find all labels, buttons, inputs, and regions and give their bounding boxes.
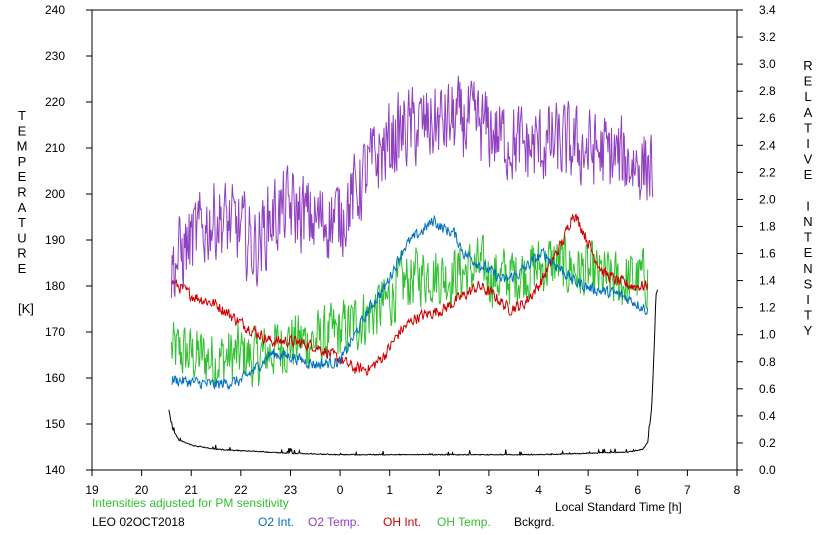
- left-axis-letter: E: [18, 261, 27, 276]
- right-tick-label: 2.0: [759, 192, 776, 206]
- x-tick-label: 19: [85, 483, 99, 497]
- x-axis-label: Local Standard Time [h]: [555, 500, 682, 514]
- series-line-bckgrd: [168, 289, 659, 457]
- x-tick-label: 22: [234, 483, 248, 497]
- left-axis-letter: P: [18, 154, 27, 169]
- series-line-o2-temp: [170, 75, 654, 298]
- left-axis-unit: [K]: [18, 301, 34, 316]
- left-axis-letter: U: [17, 230, 26, 245]
- x-axis: 19 20 21 22 23 0 1 2 3 4 5 6 7 8: [85, 470, 741, 497]
- right-axis-letter: T: [804, 308, 812, 323]
- legend-entry: OH Temp.: [437, 515, 491, 529]
- right-tick-label: 0.8: [759, 355, 776, 369]
- left-tick-label: 170: [45, 325, 65, 339]
- right-tick-label: 2.2: [759, 165, 776, 179]
- left-tick-label: 150: [45, 417, 65, 431]
- right-axis-letter: L: [804, 89, 811, 104]
- right-axis-letter: E: [804, 167, 813, 182]
- left-tick-label: 200: [45, 187, 65, 201]
- left-tick-label: 210: [45, 141, 65, 155]
- x-tick-label: 4: [535, 483, 542, 497]
- series-line-oh-int: [170, 213, 649, 377]
- right-tick-label: 1.4: [759, 274, 776, 288]
- left-tick-label: 220: [45, 95, 65, 109]
- right-axis-letter: I: [806, 136, 810, 151]
- legend-entry: Bckgrd.: [514, 515, 555, 529]
- right-axis-letter: I: [806, 198, 810, 213]
- right-tick-label: 3.2: [759, 30, 776, 44]
- left-axis-letter: T: [18, 108, 26, 123]
- right-tick-label: 2.4: [759, 138, 776, 152]
- left-axis-letter: R: [17, 185, 26, 200]
- x-tick-label: 7: [684, 483, 691, 497]
- left-tick-label: 140: [45, 463, 65, 477]
- left-tick-label: 240: [45, 3, 65, 17]
- right-tick-label: 1.6: [759, 247, 776, 261]
- right-axis: 0.0 0.2 0.4 0.6 0.8 1.0 1.2 1.4 1.6 1.8 2.0 2.2 2.4 2…: [737, 3, 776, 477]
- right-axis-letter: V: [804, 152, 813, 167]
- x-tick-label: 23: [284, 483, 298, 497]
- right-tick-label: 0.0: [759, 463, 776, 477]
- left-tick-label: 160: [45, 371, 65, 385]
- legend-entry: O2 Int.: [258, 515, 294, 529]
- legend-entry: OH Int.: [383, 515, 421, 529]
- right-tick-label: 0.2: [759, 436, 776, 450]
- x-tick-label: 20: [135, 483, 149, 497]
- series-line-oh-temp: [170, 234, 649, 387]
- left-axis-letter: A: [18, 200, 27, 215]
- left-axis-letter: R: [17, 246, 26, 261]
- station-label: LEO 02OCT2018: [92, 515, 185, 529]
- right-axis-letter: T: [804, 230, 812, 245]
- right-tick-label: 0.4: [759, 409, 776, 423]
- note-text: Intensities adjusted for PM sensitivity: [92, 496, 289, 510]
- left-tick-label: 180: [45, 279, 65, 293]
- right-axis-letter: I: [806, 292, 810, 307]
- right-axis-letter: N: [803, 261, 812, 276]
- x-tick-label: 0: [337, 483, 344, 497]
- left-axis: 140 150 160 170 180 190 200 210 220 230 240: [45, 3, 92, 477]
- legend-entry: O2 Temp.: [308, 515, 360, 529]
- right-tick-label: 0.6: [759, 382, 776, 396]
- x-tick-label: 6: [634, 483, 641, 497]
- right-axis-letter: R: [803, 58, 812, 73]
- left-tick-label: 190: [45, 233, 65, 247]
- right-tick-label: 1.2: [759, 301, 776, 315]
- x-tick-label: 8: [734, 483, 741, 497]
- right-tick-label: 1.0: [759, 328, 776, 342]
- series-layer: [168, 75, 659, 457]
- right-axis-letter: E: [804, 245, 813, 260]
- right-tick-label: 2.6: [759, 111, 776, 125]
- left-axis-letter: E: [18, 123, 27, 138]
- x-tick-label: 21: [185, 483, 199, 497]
- right-axis-letter: E: [804, 74, 813, 89]
- right-axis-letter: N: [803, 214, 812, 229]
- right-axis-letter: T: [804, 120, 812, 135]
- left-tick-label: 230: [45, 49, 65, 63]
- right-axis-letter: S: [804, 276, 813, 291]
- x-tick-label: 5: [585, 483, 592, 497]
- left-axis-letter: M: [17, 139, 28, 154]
- right-axis-letter: Y: [804, 323, 813, 338]
- series-line-o2-int: [171, 214, 649, 391]
- x-tick-label: 1: [386, 483, 393, 497]
- right-tick-label: 1.8: [759, 219, 776, 233]
- right-axis-letter: A: [804, 105, 813, 120]
- right-tick-label: 3.0: [759, 57, 776, 71]
- x-tick-label: 3: [486, 483, 493, 497]
- left-axis-letter: T: [18, 215, 26, 230]
- legend: O2 Int. O2 Temp. OH Int. OH Temp. Bckgrd.: [258, 515, 555, 529]
- right-tick-label: 3.4: [759, 3, 776, 17]
- x-tick-label: 2: [436, 483, 443, 497]
- right-tick-label: 2.8: [759, 84, 776, 98]
- left-axis-letter: E: [18, 169, 27, 184]
